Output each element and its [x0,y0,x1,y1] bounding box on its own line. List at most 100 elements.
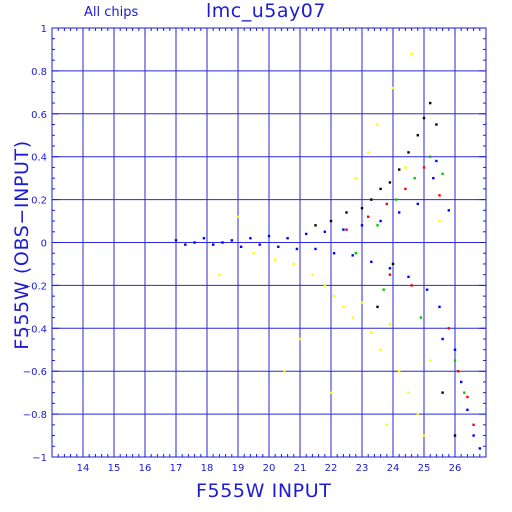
y-tick-label: 1 [41,24,47,35]
data-point [236,215,240,218]
data-point [456,370,460,373]
data-point [404,166,407,169]
x-tick-label: 20 [263,463,276,474]
x-tick-label: 25 [418,463,431,474]
data-point [388,322,392,326]
y-tick-label: −1 [32,453,47,464]
data-point [292,262,295,266]
data-point [329,391,333,394]
data-point [193,241,196,244]
data-point [416,412,419,416]
data-point [360,301,364,304]
x-tick-label: 15 [108,463,121,474]
x-tick-label: 22 [325,463,338,474]
data-point [466,395,469,399]
data-point [332,294,336,298]
data-point [332,252,336,255]
tick-marks [51,27,487,458]
data-point [252,252,255,255]
data-point [441,391,444,394]
data-point [422,166,426,169]
data-point [407,391,410,394]
grid-lines [51,27,487,458]
data-point [379,348,382,351]
data-point [379,219,382,223]
data-point [398,370,401,373]
data-point [218,273,221,276]
data-point [388,181,392,184]
data-point [351,254,354,257]
data-point [416,134,419,137]
data-point [463,391,466,394]
data-point [422,434,426,437]
data-point [354,252,357,255]
chart-title: lmc_u5ay07 [206,0,326,22]
data-point [382,288,385,291]
data-point [425,288,429,291]
data-point [435,159,438,163]
data-point [391,262,395,266]
data-point [447,327,450,330]
data-point [432,176,435,180]
data-point [367,215,370,218]
data-point [342,305,345,309]
y-tick-label: 0.2 [31,196,47,207]
data-point [298,337,302,341]
data-point [404,187,407,191]
data-point [277,245,280,248]
data-point [376,305,379,309]
data-point [438,305,441,309]
x-tick-label: 26 [449,463,462,474]
data-point [379,187,382,191]
data-point [202,237,206,240]
data-point [351,316,354,319]
data-point [323,284,326,287]
data-point [376,123,379,126]
data-point [354,176,357,180]
data-point [407,151,410,154]
data-point [305,232,308,236]
data-point [435,123,438,126]
data-point [416,202,419,206]
data-point [453,434,457,437]
data-point [429,155,432,158]
data-point [370,198,373,201]
x-tick-label: 17 [170,463,183,474]
y-tick-label: −0.4 [23,324,47,335]
y-tick-label: −0.2 [23,281,47,292]
data-point [438,194,441,197]
data-point [286,237,289,240]
data-point [370,331,373,334]
x-tick-label: 21 [294,463,307,474]
data-point [453,348,457,351]
data-point [429,101,432,105]
x-tick-label: 14 [77,463,90,474]
data-point [422,116,426,120]
data-point [413,176,416,180]
y-tick-label: 0.8 [31,67,47,78]
data-point [410,52,413,55]
data-point [274,258,277,261]
x-tick-label: 19 [232,463,245,474]
data-point [385,423,388,427]
data-point [221,241,224,244]
chart-subtitle: All chips [84,5,139,20]
data-point [478,447,481,450]
data-point [398,168,401,171]
data-point [385,202,388,206]
data-point [295,247,299,251]
data-point [367,151,370,154]
x-tick-label: 16 [139,463,152,474]
data-point [345,228,348,231]
data-point [174,239,178,242]
y-tick-label: −0.8 [23,410,47,421]
data-point [398,211,401,214]
x-tick-label: 24 [387,463,400,474]
data-point [419,316,423,319]
data-point [466,408,469,412]
data-point [314,247,317,251]
data-point [230,239,233,242]
data-point [258,243,261,246]
data-point [394,198,398,201]
